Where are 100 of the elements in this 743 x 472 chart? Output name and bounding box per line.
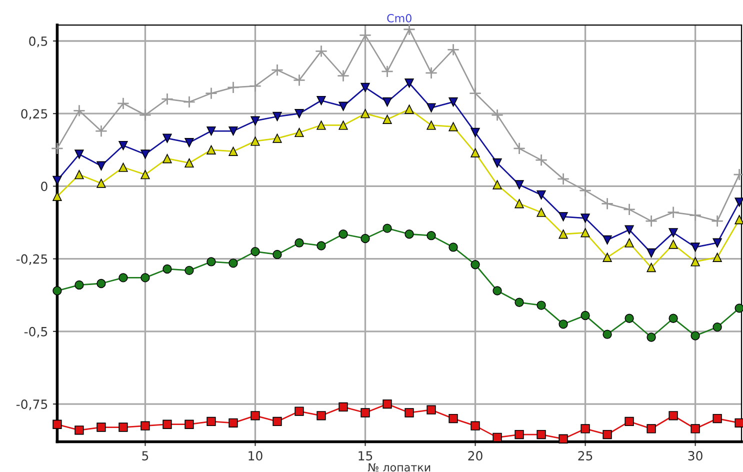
point	[711, 214, 724, 228]
point	[470, 148, 480, 158]
point	[338, 230, 348, 239]
point	[382, 97, 392, 107]
point	[492, 180, 502, 190]
point	[492, 158, 502, 168]
point	[118, 162, 128, 172]
point	[514, 298, 524, 307]
point	[160, 92, 174, 106]
point	[338, 102, 348, 111]
point	[74, 426, 84, 435]
point	[601, 197, 614, 210]
point	[316, 120, 326, 130]
point	[292, 74, 306, 86]
point	[734, 198, 743, 207]
y-tick-label: -0,75	[16, 400, 48, 410]
point	[140, 421, 150, 430]
point	[602, 235, 612, 245]
point	[360, 408, 370, 418]
point	[360, 82, 370, 92]
point	[668, 411, 678, 420]
point	[580, 214, 590, 223]
point	[624, 416, 634, 426]
point	[646, 262, 656, 272]
point	[448, 242, 458, 252]
point	[404, 230, 414, 239]
point	[96, 278, 106, 288]
point	[536, 190, 546, 200]
point	[118, 422, 128, 432]
x-tick-label: 15	[358, 451, 372, 460]
point	[250, 136, 260, 146]
point	[712, 414, 722, 424]
point	[426, 405, 436, 414]
point	[689, 209, 702, 222]
point	[272, 416, 282, 426]
x-tick-label: 20	[468, 451, 482, 460]
point	[558, 434, 568, 444]
point	[514, 199, 524, 208]
point	[712, 252, 722, 262]
point	[558, 230, 568, 239]
point	[272, 250, 282, 260]
point	[272, 134, 282, 143]
point	[316, 241, 326, 250]
point	[74, 280, 84, 290]
point	[315, 44, 328, 58]
point	[338, 120, 348, 130]
point	[184, 266, 194, 276]
point	[404, 104, 414, 114]
point	[404, 78, 414, 88]
point	[94, 124, 108, 138]
point	[184, 420, 194, 429]
point	[294, 406, 304, 416]
point	[228, 418, 238, 428]
point	[624, 314, 634, 323]
point	[50, 142, 64, 155]
point	[382, 399, 392, 409]
point	[52, 286, 62, 296]
point	[426, 103, 436, 112]
point	[602, 330, 612, 339]
point	[140, 170, 150, 180]
point	[140, 150, 150, 159]
point	[470, 421, 480, 430]
point	[72, 104, 86, 117]
point	[382, 114, 392, 124]
point	[558, 212, 568, 222]
x-tick-label: 5	[142, 451, 148, 460]
point	[646, 248, 656, 258]
x-tick-label: 25	[578, 451, 592, 460]
point	[492, 432, 502, 442]
point	[690, 257, 700, 266]
point	[690, 331, 700, 340]
point	[448, 414, 458, 424]
point	[162, 134, 172, 143]
point	[448, 122, 458, 132]
point	[557, 172, 570, 186]
point	[250, 411, 260, 420]
point	[140, 273, 150, 282]
point	[668, 314, 678, 323]
point	[228, 258, 238, 268]
point	[272, 112, 282, 122]
point	[690, 424, 700, 434]
point	[602, 252, 612, 262]
point	[536, 300, 546, 310]
point	[96, 422, 106, 432]
point	[426, 230, 436, 240]
point	[624, 225, 634, 234]
point	[580, 424, 590, 434]
point	[447, 43, 460, 56]
point	[206, 145, 216, 154]
point	[162, 154, 172, 164]
point	[712, 238, 722, 248]
point	[294, 238, 304, 248]
point	[470, 260, 480, 270]
point	[448, 97, 458, 107]
y-tick-label: 0	[41, 182, 48, 192]
point	[734, 215, 743, 224]
point	[96, 161, 106, 170]
point	[469, 87, 482, 100]
point	[270, 64, 284, 76]
point	[250, 116, 260, 126]
